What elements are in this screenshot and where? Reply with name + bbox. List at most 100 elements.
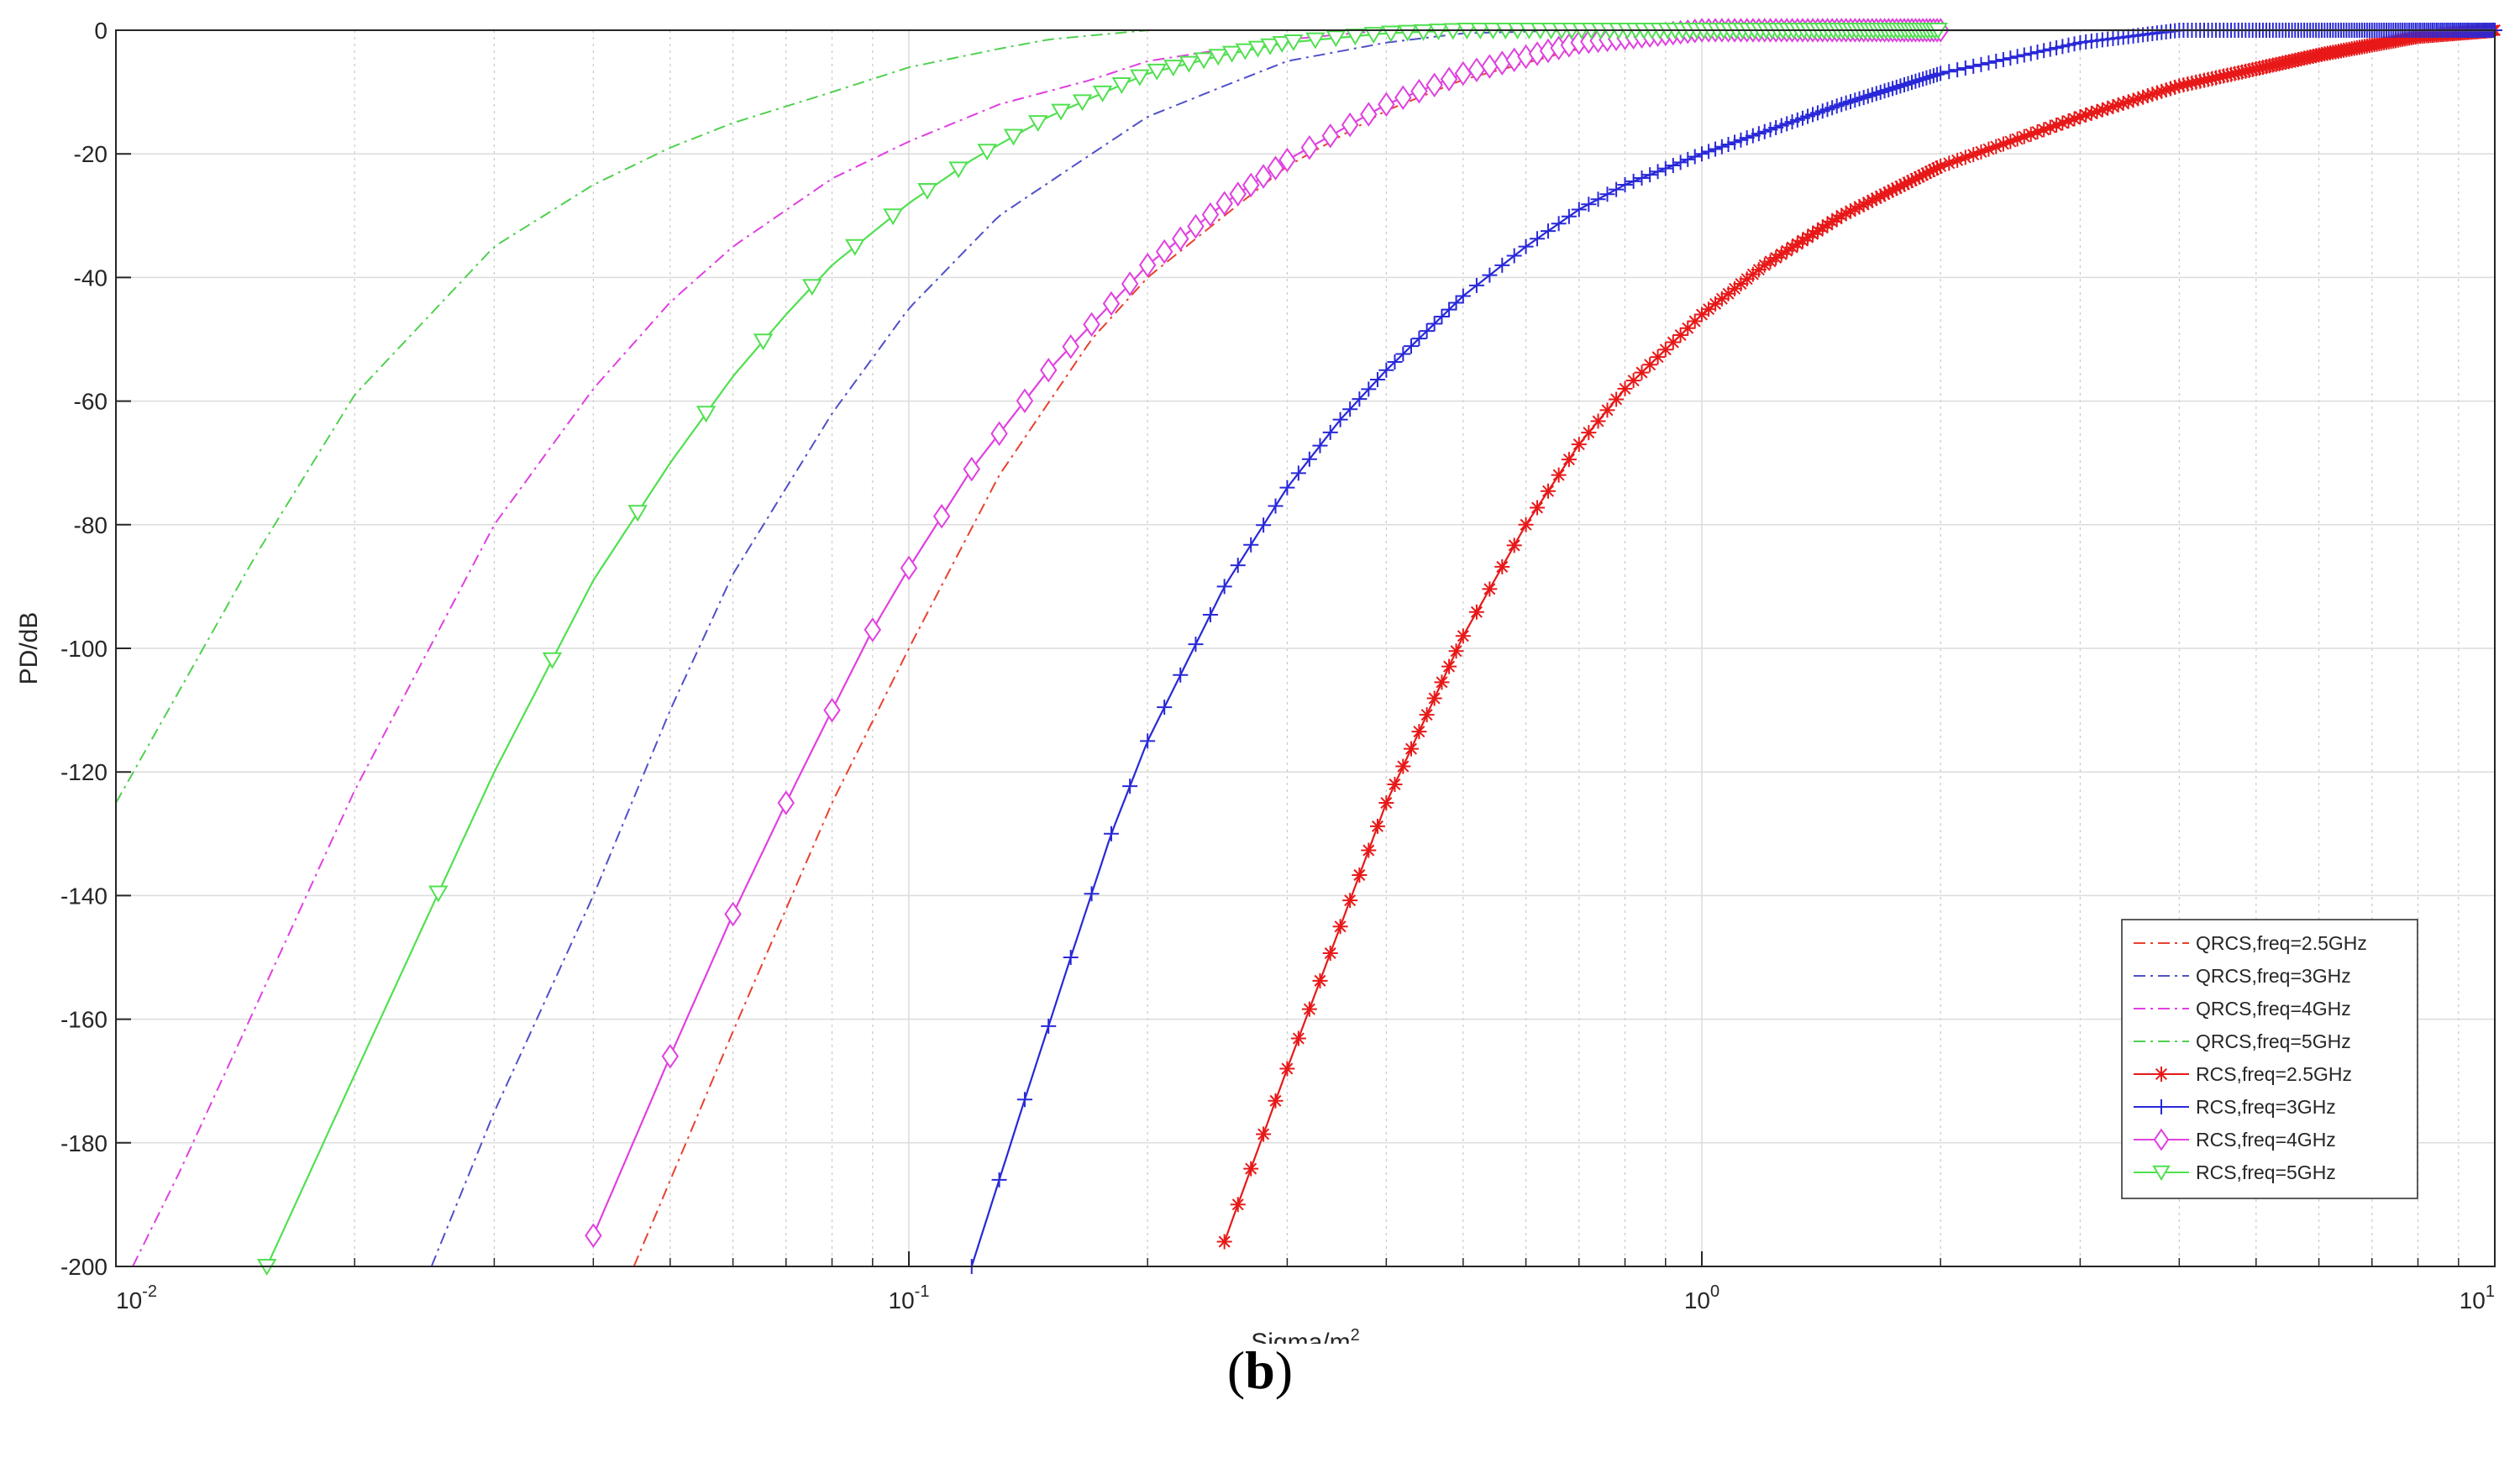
x-tick-label: 101 xyxy=(2460,1282,2495,1313)
data-point-marker xyxy=(1122,779,1138,794)
data-point-marker xyxy=(1903,172,1919,188)
data-point-marker xyxy=(2135,89,2151,105)
data-point-marker xyxy=(2049,39,2065,55)
data-point-marker xyxy=(1995,51,2011,67)
data-point-marker xyxy=(1530,231,1546,247)
data-point-marker xyxy=(1739,130,1755,146)
data-point-marker xyxy=(2061,37,2076,53)
data-point-marker xyxy=(2003,134,2019,149)
data-point-marker xyxy=(1814,220,1830,236)
y-tick-label: -200 xyxy=(60,1254,108,1280)
data-point-marker xyxy=(1284,34,1304,51)
data-point-marker xyxy=(1341,112,1359,138)
data-point-marker xyxy=(1130,69,1150,87)
data-point-marker xyxy=(2100,100,2116,116)
x-tick-label: 10-1 xyxy=(889,1282,930,1313)
data-point-marker xyxy=(1973,144,1989,160)
data-point-marker xyxy=(1733,275,1749,291)
data-point-marker xyxy=(1394,85,1412,111)
data-point-marker xyxy=(1016,1092,1032,1108)
data-point-marker xyxy=(1395,758,1411,774)
data-point-marker xyxy=(2016,128,2032,144)
data-point-marker xyxy=(1617,177,1633,192)
data-point-marker xyxy=(1981,141,1997,157)
data-point-marker xyxy=(1727,134,1743,150)
data-point-marker xyxy=(2029,44,2045,60)
data-point-marker xyxy=(2145,87,2160,102)
data-point-marker xyxy=(1441,658,1457,674)
data-point-marker xyxy=(1530,500,1546,516)
data-point-marker xyxy=(1321,123,1339,149)
data-point-marker xyxy=(542,652,563,669)
data-point-marker xyxy=(1378,92,1395,118)
data-point-marker xyxy=(696,406,717,423)
data-point-marker xyxy=(1805,226,1821,242)
data-point-marker xyxy=(1551,216,1567,232)
data-point-marker xyxy=(1687,149,1703,165)
data-point-marker xyxy=(2083,105,2099,121)
data-point-marker xyxy=(1908,170,1924,186)
y-tick-label: -140 xyxy=(60,883,108,909)
data-point-marker xyxy=(1419,323,1435,339)
data-point-marker xyxy=(1571,437,1587,453)
data-point-marker xyxy=(1242,172,1260,198)
data-point-marker xyxy=(1745,128,1761,144)
data-point-marker xyxy=(1561,452,1577,468)
data-point-marker xyxy=(1419,707,1435,723)
data-point-marker xyxy=(1687,313,1703,329)
data-point-marker xyxy=(1441,301,1457,317)
data-point-marker xyxy=(1040,358,1058,383)
data-point-marker xyxy=(1779,243,1795,259)
data-point-marker xyxy=(1016,388,1034,413)
legend-item: RCS,freq=4GHz xyxy=(2134,1128,2336,1151)
data-point-marker xyxy=(1256,1126,1272,1142)
data-point-marker xyxy=(1428,24,1449,41)
data-point-marker xyxy=(2180,76,2196,92)
data-point-marker xyxy=(917,182,937,200)
data-point-marker xyxy=(948,161,969,179)
data-point-marker xyxy=(1072,94,1093,112)
data-point-marker xyxy=(1084,886,1100,902)
data-point-marker xyxy=(1410,78,1428,104)
data-point-marker xyxy=(1988,53,2004,69)
data-point-marker xyxy=(1363,27,1383,45)
data-point-marker xyxy=(1911,169,1927,185)
data-point-marker xyxy=(1163,60,1184,77)
data-point-marker xyxy=(990,421,1008,447)
data-point-marker xyxy=(2171,78,2187,94)
data-point-marker xyxy=(1625,373,1641,389)
data-point-marker xyxy=(1915,71,1931,87)
data-point-marker xyxy=(2042,41,2058,57)
data-point-marker xyxy=(1599,402,1615,418)
data-point-marker xyxy=(1868,191,1884,207)
data-point-marker xyxy=(1326,30,1347,48)
data-point-marker xyxy=(1194,52,1214,70)
data-point-marker xyxy=(1455,628,1471,644)
data-point-marker xyxy=(1235,43,1256,60)
data-point-marker xyxy=(2176,77,2192,93)
data-point-marker xyxy=(1387,354,1403,370)
data-point-marker xyxy=(1634,170,1650,186)
data-point-marker xyxy=(1599,186,1615,202)
data-point-marker xyxy=(1561,208,1577,224)
series-RCS,freq=2.5GHz xyxy=(1216,23,2502,1250)
data-point-marker xyxy=(1411,724,1427,740)
data-point-marker xyxy=(1041,1018,1057,1034)
data-point-marker xyxy=(2149,85,2165,101)
data-point-marker xyxy=(1506,537,1522,553)
data-point-marker xyxy=(1216,579,1232,595)
data-point-marker xyxy=(2154,1099,2169,1114)
data-point-marker xyxy=(1083,312,1100,338)
y-tick-label: -60 xyxy=(74,389,108,415)
data-point-marker xyxy=(2042,119,2058,135)
data-point-marker xyxy=(1714,291,1730,307)
data-point-marker xyxy=(1609,391,1625,407)
data-point-marker xyxy=(1482,581,1498,597)
data-point-marker xyxy=(1888,79,1904,95)
data-point-marker xyxy=(2049,118,2065,134)
data-point-marker xyxy=(802,279,822,296)
data-point-marker xyxy=(1680,320,1696,336)
data-point-marker xyxy=(2192,73,2208,89)
data-point-marker xyxy=(1369,818,1385,834)
data-point-marker xyxy=(1440,66,1458,92)
